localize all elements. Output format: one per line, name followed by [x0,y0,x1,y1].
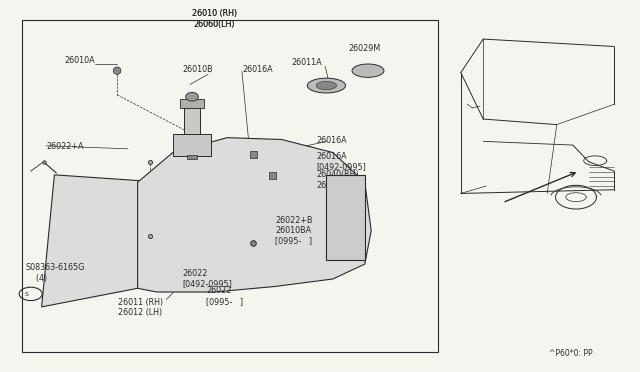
Polygon shape [352,64,384,77]
Polygon shape [138,138,371,292]
Text: 26016A: 26016A [242,65,273,74]
Polygon shape [173,134,211,156]
Polygon shape [326,175,365,260]
Polygon shape [180,99,204,108]
Text: ^P60*0: PP: ^P60*0: PP [549,349,593,358]
Text: 26016A: 26016A [317,136,348,145]
Text: 26022+B: 26022+B [275,216,313,225]
Text: 26022
[0492-0995]: 26022 [0492-0995] [182,269,232,288]
Bar [22,20,438,352]
Text: 26011 (RH)
26012 (LH): 26011 (RH) 26012 (LH) [118,298,164,317]
Text: 26011A: 26011A [291,58,322,67]
Text: 26016A
[0492-0995]: 26016A [0492-0995] [317,152,367,171]
Polygon shape [269,172,276,179]
Text: 26022
[0995-   ]: 26022 [0995- ] [206,286,243,306]
Text: 26010 (RH)
26060(LH): 26010 (RH) 26060(LH) [192,9,237,29]
Text: 26010A: 26010A [64,56,95,65]
Polygon shape [186,92,198,101]
Text: 26029M: 26029M [349,44,381,53]
Text: S08363-6165G
    (4): S08363-6165G (4) [26,263,85,283]
Text: 26010B: 26010B [182,65,213,74]
Polygon shape [316,81,337,90]
Text: 26022+A: 26022+A [46,142,84,151]
Text: 26010 (RH)
26060(LH): 26010 (RH) 26060(LH) [192,9,237,29]
Polygon shape [250,151,257,158]
Polygon shape [307,78,346,93]
Polygon shape [42,175,163,307]
Text: 26010BA
[0995-   ]: 26010BA [0995- ] [275,226,312,246]
Polygon shape [113,67,121,74]
Text: 26040(RH)
26090(LH): 26040(RH) 26090(LH) [317,170,360,190]
Polygon shape [184,108,200,134]
Polygon shape [187,155,197,159]
Text: S: S [24,292,28,298]
